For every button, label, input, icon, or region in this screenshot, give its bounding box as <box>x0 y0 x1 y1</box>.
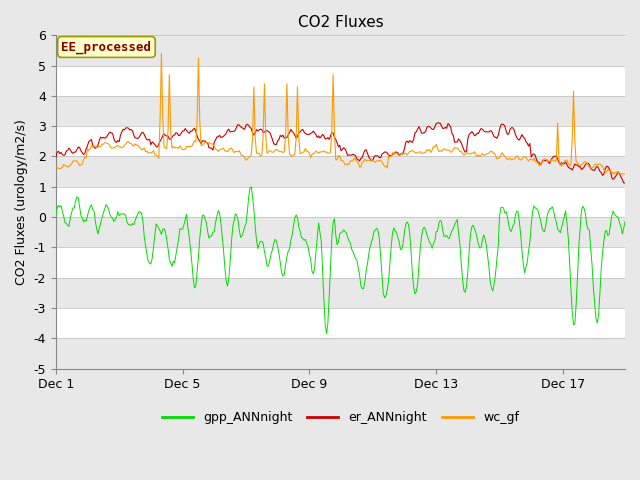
Legend: gpp_ANNnight, er_ANNnight, wc_gf: gpp_ANNnight, er_ANNnight, wc_gf <box>157 406 524 429</box>
Bar <box>56 247 625 277</box>
Bar <box>56 308 625 338</box>
Title: CO2 Fluxes: CO2 Fluxes <box>298 15 383 30</box>
Bar <box>56 187 625 217</box>
Y-axis label: CO2 Fluxes (urology/m2/s): CO2 Fluxes (urology/m2/s) <box>15 119 28 285</box>
Text: EE_processed: EE_processed <box>61 40 152 54</box>
Bar <box>56 126 625 156</box>
Bar <box>56 66 625 96</box>
